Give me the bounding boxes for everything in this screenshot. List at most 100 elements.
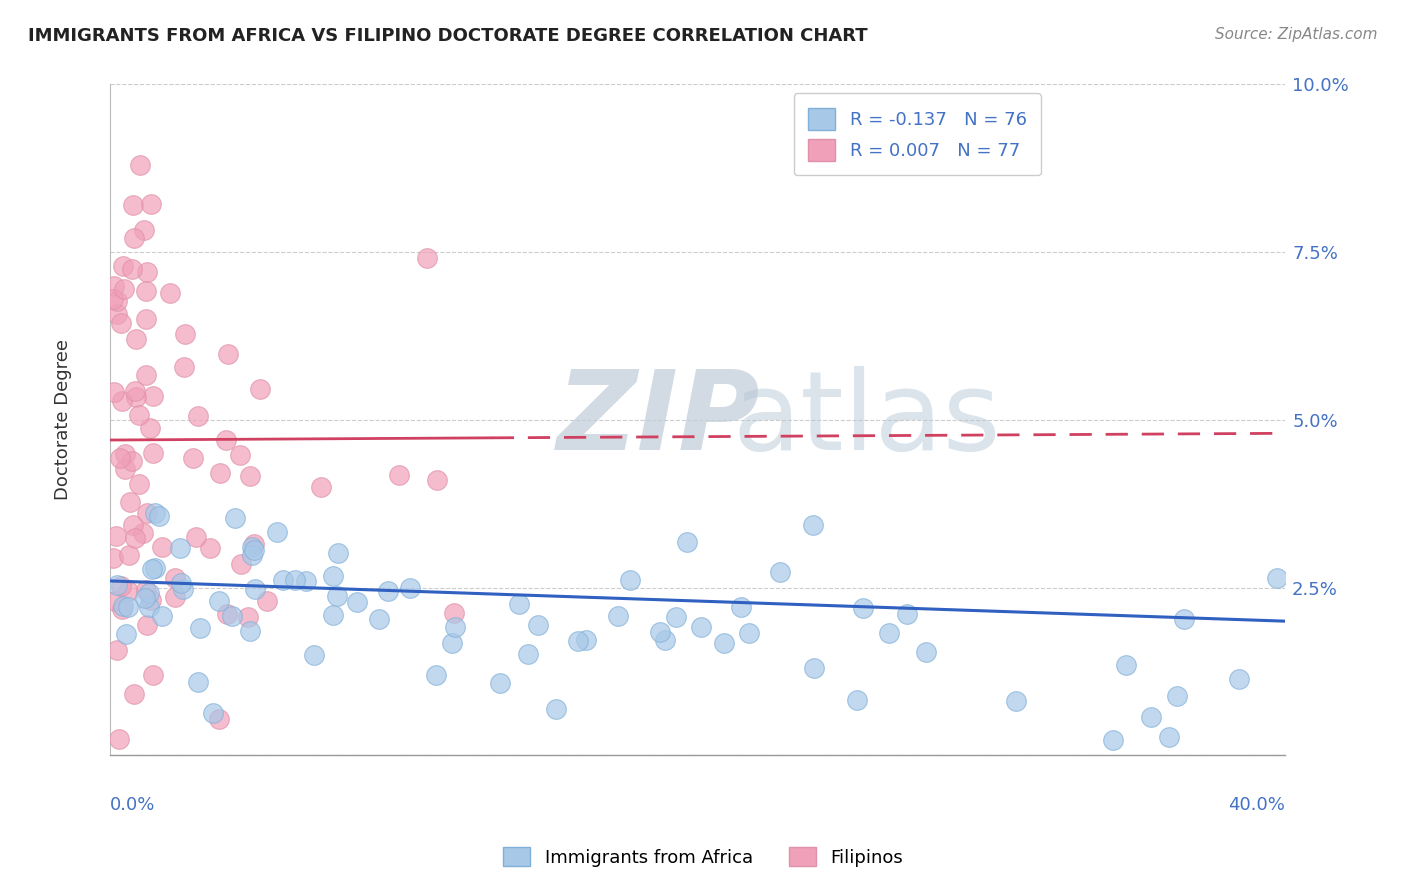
Point	[845, 692, 868, 706]
Point	[426, 474, 449, 488]
Point	[163, 571, 186, 585]
Point	[201, 706, 224, 720]
Point	[114, 447, 136, 461]
Point	[136, 617, 159, 632]
Point	[139, 196, 162, 211]
Point	[115, 627, 138, 641]
Point	[112, 599, 135, 613]
Point	[243, 536, 266, 550]
Text: IMMIGRANTS FROM AFRICA VS FILIPINO DOCTORATE DEGREE CORRELATION CHART: IMMIGRANTS FROM AFRICA VS FILIPINO DOCTO…	[28, 27, 868, 45]
Point	[174, 326, 197, 341]
Point	[184, 530, 207, 544]
Point	[111, 394, 134, 409]
Point	[135, 265, 157, 279]
Point	[143, 561, 166, 575]
Point	[738, 625, 761, 640]
Point	[544, 702, 567, 716]
Point	[415, 252, 437, 266]
Point	[851, 601, 873, 615]
Point	[112, 259, 135, 273]
Point	[169, 575, 191, 590]
Point	[105, 293, 128, 308]
Point	[322, 607, 344, 622]
Point	[187, 674, 209, 689]
Point	[135, 507, 157, 521]
Point	[129, 158, 152, 172]
Point	[229, 448, 252, 462]
Legend: R = -0.137   N = 76, R = 0.007   N = 77: R = -0.137 N = 76, R = 0.007 N = 77	[793, 94, 1040, 176]
Point	[388, 467, 411, 482]
Point	[150, 540, 173, 554]
Point	[104, 594, 127, 608]
Point	[915, 645, 938, 659]
Point	[607, 609, 630, 624]
Point	[125, 332, 148, 346]
Point	[187, 409, 209, 424]
Point	[142, 445, 165, 459]
Point	[517, 648, 540, 662]
Point	[207, 593, 229, 607]
Point	[346, 595, 368, 609]
Point	[104, 529, 127, 543]
Point	[236, 610, 259, 624]
Point	[243, 582, 266, 597]
Point	[877, 626, 900, 640]
Point	[368, 612, 391, 626]
Point	[443, 619, 465, 633]
Point	[377, 583, 399, 598]
Point	[256, 594, 278, 608]
Point	[124, 384, 146, 398]
Point	[1173, 612, 1195, 626]
Point	[128, 476, 150, 491]
Point	[148, 508, 170, 523]
Point	[215, 433, 238, 447]
Point	[1267, 571, 1289, 585]
Point	[117, 600, 139, 615]
Y-axis label: Doctorate Degree: Doctorate Degree	[53, 339, 72, 500]
Text: Source: ZipAtlas.com: Source: ZipAtlas.com	[1215, 27, 1378, 42]
Point	[271, 573, 294, 587]
Legend: Immigrants from Africa, Filipinos: Immigrants from Africa, Filipinos	[496, 840, 910, 874]
Point	[217, 607, 239, 621]
Point	[134, 591, 156, 605]
Point	[134, 223, 156, 237]
Text: ZIP: ZIP	[557, 367, 759, 474]
Point	[103, 385, 125, 400]
Point	[169, 541, 191, 556]
Point	[118, 548, 141, 562]
Point	[117, 583, 139, 598]
Point	[443, 606, 465, 620]
Point	[200, 541, 222, 555]
Point	[124, 687, 146, 701]
Point	[135, 582, 157, 597]
Point	[138, 420, 160, 434]
Point	[139, 593, 162, 607]
Point	[124, 231, 146, 245]
Point	[150, 608, 173, 623]
Point	[575, 633, 598, 648]
Point	[249, 383, 271, 397]
Point	[142, 389, 165, 403]
Point	[138, 599, 160, 614]
Point	[425, 668, 447, 682]
Point	[1227, 672, 1250, 686]
Point	[322, 569, 344, 583]
Point	[105, 307, 128, 321]
Point	[101, 292, 124, 306]
Point	[132, 526, 155, 541]
Point	[124, 531, 146, 545]
Point	[730, 600, 752, 615]
Point	[675, 534, 697, 549]
Point	[489, 676, 512, 690]
Point	[284, 573, 307, 587]
Point	[508, 597, 530, 611]
Text: 0.0%: 0.0%	[110, 796, 155, 814]
Point	[896, 607, 918, 621]
Point	[242, 543, 264, 558]
Point	[208, 712, 231, 726]
Point	[122, 517, 145, 532]
Point	[110, 579, 132, 593]
Point	[118, 495, 141, 509]
Point	[208, 466, 231, 480]
Point	[163, 590, 186, 604]
